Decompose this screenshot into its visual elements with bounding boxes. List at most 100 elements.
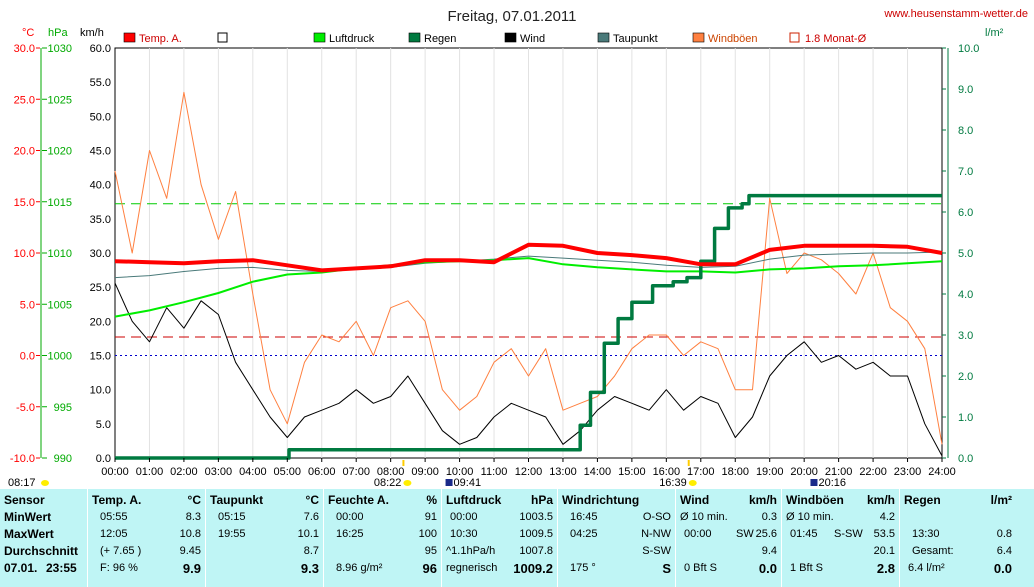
x-tick-label: 00:00 <box>101 466 129 478</box>
moon-event-label: 20:16 <box>818 477 846 489</box>
wind-min-note: Ø 10 min. <box>680 511 728 523</box>
pressure-tick-label: 995 <box>54 402 72 414</box>
moon-event-label: 09:41 <box>454 477 482 489</box>
pressure-tick-label: 1010 <box>48 248 72 260</box>
x-tick-label: 19:00 <box>756 466 784 478</box>
temp-unit: °C <box>22 27 34 39</box>
rain-tick-label: 4.0 <box>958 289 973 301</box>
stats-col-sensor: Sensor MinWert MaxWert Durchschnitt 07.0… <box>0 489 88 587</box>
gust-avg-value: 20.1 <box>873 545 895 557</box>
legend-label: Wind <box>520 33 545 45</box>
temp-tick-label: 10.0 <box>14 248 35 260</box>
temp-min-value: 8.3 <box>185 511 201 523</box>
pressure-tick-label: 1020 <box>48 146 72 158</box>
temp-max-value: 10.8 <box>179 528 201 540</box>
press-trend: ^1.1hPa/h <box>446 545 496 557</box>
moon-icon <box>810 479 818 486</box>
x-tick-label: 15:00 <box>618 466 646 478</box>
wind-head: Wind <box>680 493 710 507</box>
gust-max-dir: S-SW <box>834 528 863 540</box>
site-link[interactable]: www.heusenstamm-wetter.de <box>883 8 1028 20</box>
legend-swatch <box>789 32 800 43</box>
gust-bft: 1 Bft S <box>790 562 824 574</box>
pressure-tick-label: 1005 <box>48 299 72 311</box>
press-forecast: regnerisch <box>446 562 498 574</box>
legend-swatch <box>408 32 421 43</box>
rain-tick-label: 3.0 <box>958 330 973 342</box>
hum-min-value: 91 <box>424 511 437 523</box>
pressure-tick-label: 1025 <box>48 94 72 106</box>
temp-tick-label: -5.0 <box>16 402 35 414</box>
hum-min-time: 00:00 <box>336 511 364 523</box>
rain-head: Regen <box>904 493 941 507</box>
x-tick-label: 14:00 <box>584 466 612 478</box>
sensor-head: Sensor <box>4 493 45 507</box>
wind-max-dir: SW <box>736 528 754 540</box>
x-tick-label: 06:00 <box>308 466 336 478</box>
x-tick-label: 11:00 <box>481 466 508 478</box>
sun-icon <box>688 480 697 486</box>
rain-tick-label: 0.0 <box>958 453 973 465</box>
wind-max-time: 00:00 <box>684 528 712 540</box>
dir-max-value: N-NW <box>641 528 671 540</box>
stats-table: Sensor MinWert MaxWert Durchschnitt 07.0… <box>0 489 1034 587</box>
dir-min-time: 16:45 <box>570 511 598 523</box>
legend: Temp. A. Luftdruck Regen Wind Taupunkt Windbö… <box>123 32 867 45</box>
x-tick-label: 03:00 <box>205 466 233 478</box>
x-tick-label: 20:00 <box>790 466 818 478</box>
x-tick-label: 08:00 <box>377 466 405 478</box>
x-tick-label: 16:00 <box>653 466 681 478</box>
rain-tick-label: 2.0 <box>958 371 973 383</box>
hum-current-value: 96 <box>422 561 437 576</box>
wind-bft: 0 Bft S <box>684 562 718 574</box>
sun-event-label: 08:22 <box>374 477 402 489</box>
dew-avg-value: 8.7 <box>303 545 319 557</box>
wind-avg-value: 9.4 <box>761 545 777 557</box>
rain-tick-label: 10.0 <box>958 43 979 55</box>
stats-col-temp: Temp. A. °C 05:55 8.3 12:05 10.8 (+ 7.65 ) 9… <box>88 489 206 587</box>
dir-head: Windrichtung <box>562 493 640 507</box>
stats-col-pressure: Luftdruck hPa 00:00 1003.5 10:30 1009.5 ^1.… <box>442 489 558 587</box>
hum-avg-value: 95 <box>424 545 437 557</box>
hum-head: Feuchte A. <box>328 493 389 507</box>
rain-tick-label: 9.0 <box>958 84 973 96</box>
press-min-time: 00:00 <box>450 511 478 523</box>
gust-min-value: 4.2 <box>879 511 895 523</box>
legend-swatch <box>123 32 136 43</box>
pressure-tick-label: 1030 <box>48 43 72 55</box>
events: 08:17 08:22 09:41 16:39 20:16 <box>8 460 846 489</box>
press-max-value: 1009.5 <box>519 528 553 540</box>
stats-col-rain: Regen l/m² 13:30 0.8 Gesamt: 6.4 6.4 l/m² 0.… <box>900 489 1016 587</box>
wind-tick-label: 60.0 <box>90 43 111 55</box>
rain-tick-label: 7.0 <box>958 166 973 178</box>
rain-amount: 6.4 l/m² <box>908 562 945 574</box>
dir-avg-value: S-SW <box>642 545 671 557</box>
wind-tick-label: 25.0 <box>90 282 111 294</box>
wind-tick-label: 55.0 <box>90 77 111 89</box>
sunrise-icon <box>41 480 49 486</box>
x-tick-label: 23:00 <box>894 466 922 478</box>
rain-max-time: 13:30 <box>912 528 940 540</box>
rain-total-value: 6.4 <box>996 545 1012 557</box>
x-tick-label: 17:00 <box>687 466 715 478</box>
sun-event-label: 16:39 <box>659 477 687 489</box>
press-max-time: 10:30 <box>450 528 478 540</box>
press-head: Luftdruck <box>446 493 502 507</box>
axes: 30.0 25.0 20.0 15.0 10.0 5.0 0.0 -5.0 -10.0 1030 1… <box>10 43 980 478</box>
wind-tick-label: 15.0 <box>90 351 111 363</box>
dir-degrees: 175 ° <box>570 562 596 574</box>
gust-current-value: 2.8 <box>876 561 895 576</box>
series-temp-a- <box>114 242 943 273</box>
rain-current-value: 0.0 <box>993 561 1012 576</box>
x-tick-label: 02:00 <box>170 466 198 478</box>
rain-tick-label: 1.0 <box>958 412 973 424</box>
sensor-max: MaxWert <box>4 527 54 541</box>
wind-tick-label: 50.0 <box>90 111 111 123</box>
stats-col-wind: Wind km/h Ø 10 min. 0.3 00:00 SW 25.6 9.4 0 … <box>676 489 782 587</box>
wind-unit: km/h <box>80 27 104 39</box>
wind-tick-label: 20.0 <box>90 316 111 328</box>
stats-col-humidity: Feuchte A.% 00:00 91 16:25 100 95 8.96 g/m… <box>324 489 442 587</box>
temp-min-time: 05:55 <box>100 511 128 523</box>
legend-swatch <box>597 32 610 43</box>
moon-icon <box>445 479 453 486</box>
